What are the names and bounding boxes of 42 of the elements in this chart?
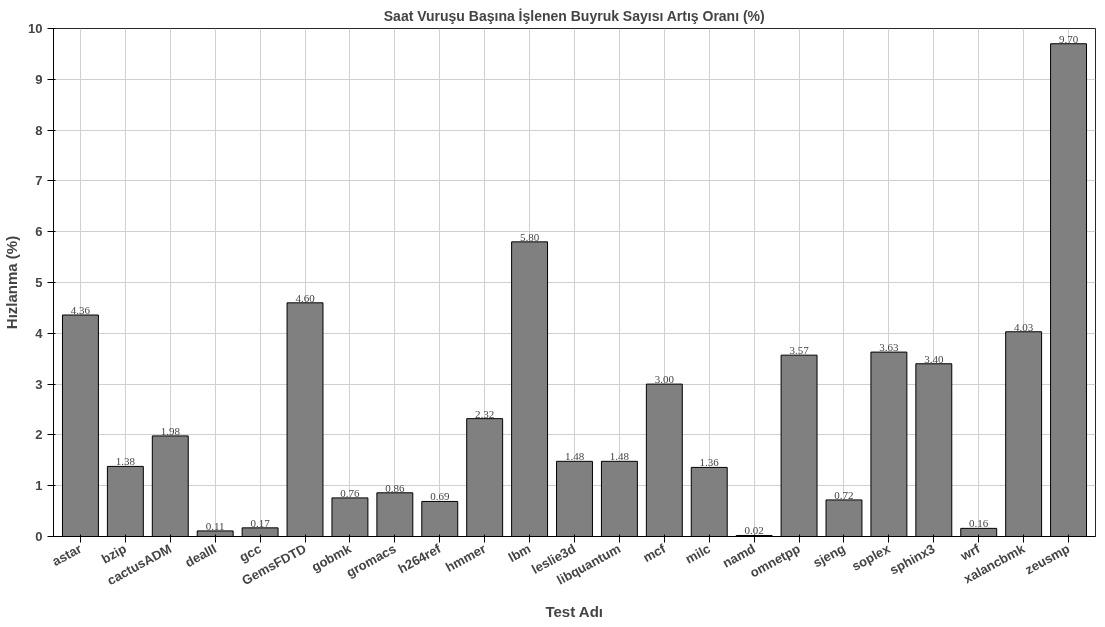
data-label: 3.63: [879, 341, 900, 354]
data-label: 0.02: [744, 524, 764, 537]
data-label: 4.03: [1014, 320, 1034, 333]
data-label: 1.36: [699, 456, 720, 469]
chart-title: Saat Vuruşu Başına İşlenen Buyruk Sayısı Artış Oranı (%): [383, 7, 765, 24]
y-tick-label: 5: [35, 275, 43, 290]
data-label: 1.48: [564, 450, 585, 463]
x-axis-title: Test Adı: [545, 602, 603, 620]
y-tick-label: 9: [35, 71, 43, 87]
data-label: 0.16: [969, 517, 989, 530]
data-label: 3.00: [654, 373, 675, 386]
data-label: 3.40: [924, 352, 944, 365]
data-label: 9.70: [1058, 32, 1079, 45]
data-label: 1.98: [160, 424, 181, 437]
y-tick-label: 4: [35, 325, 44, 341]
y-tick-label: 3: [35, 376, 43, 392]
data-label: 3.57: [789, 344, 810, 357]
data-label: 5.80: [519, 230, 540, 243]
x-tick-label: milc: [682, 540, 713, 567]
data-label: 0.11: [205, 519, 225, 532]
data-label: 4.60: [295, 291, 316, 304]
y-tick-label: 0: [35, 529, 43, 544]
data-label: 1.38: [115, 455, 136, 468]
y-tick-label: 6: [35, 224, 43, 240]
data-label: 2.32: [475, 407, 495, 420]
y-axis-title: Hızlanma (%): [3, 235, 21, 330]
data-label: 0.69: [430, 490, 450, 503]
y-tick-label: 7: [35, 173, 43, 189]
data-label: 1.48: [609, 450, 630, 463]
x-tick-label: astar: [49, 540, 85, 569]
y-tick-label: 8: [35, 122, 43, 138]
x-tick-label: mcf: [640, 540, 669, 566]
x-tick-label: lbm: [505, 540, 534, 566]
x-tick-label: sjeng: [810, 540, 848, 571]
data-label: 0.86: [385, 481, 405, 494]
data-label: 0.76: [340, 486, 361, 499]
y-tick-label: 1: [35, 478, 43, 494]
data-label: 4.36: [70, 304, 91, 317]
y-tick-label: 10: [28, 21, 43, 36]
y-tick-label: 2: [35, 427, 43, 443]
data-label: 0.72: [834, 488, 854, 501]
data-label: 0.17: [250, 516, 271, 529]
